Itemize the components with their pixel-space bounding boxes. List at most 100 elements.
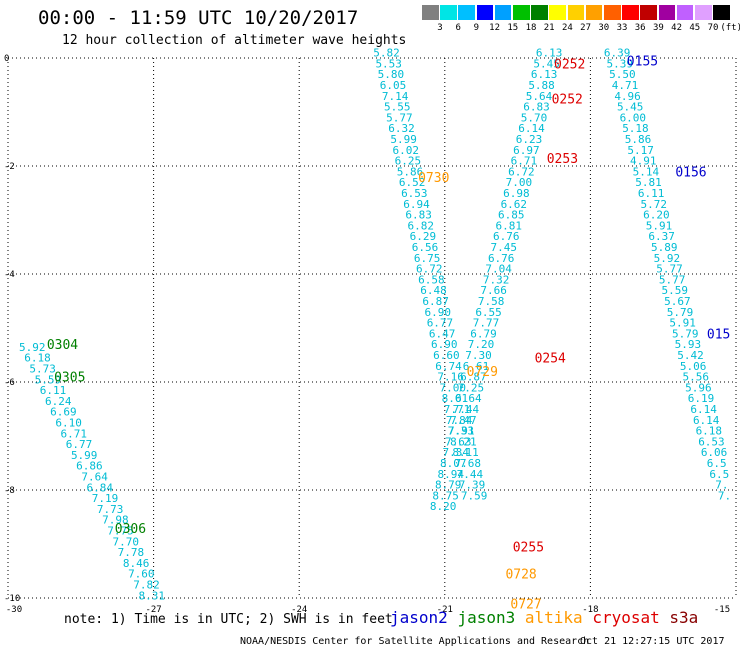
wave-height-value: 5.81: [635, 176, 662, 189]
wave-height-value: 6.72: [508, 165, 535, 178]
wave-height-value: 7.: [718, 489, 731, 502]
wave-height-value: 7.04: [485, 263, 512, 276]
wave-height-value: 5.80: [378, 68, 405, 81]
wave-height-value: 6.11: [40, 384, 67, 397]
wave-height-value: 6.75: [414, 252, 441, 265]
wave-height-value: 7.25: [458, 381, 485, 394]
wave-height-value: 5.45: [617, 101, 644, 114]
wave-height-value: 6.14: [693, 414, 720, 427]
wave-height-value: 7.34: [443, 446, 470, 459]
wave-height-value: 6.71: [511, 155, 538, 168]
wave-height-value: 5.89: [651, 241, 678, 254]
wave-height-value: 7.68: [454, 457, 481, 470]
legend-label: 45: [689, 23, 701, 33]
wave-height-value: 7.19: [92, 492, 119, 505]
wave-height-value: 6.85: [498, 209, 525, 222]
wave-height-value: 7.84: [446, 414, 473, 427]
wave-height-value: 6.76: [488, 252, 515, 265]
legend-swatch: [513, 5, 530, 20]
wave-height-value: 7.77: [473, 317, 500, 330]
legend-swatch: [422, 5, 439, 20]
wave-height-value: 7.78: [118, 546, 145, 559]
wave-height-value: 7.20: [468, 338, 495, 351]
track-jason2-track: 6.395.395.504.714.965.456.005.185.865.17…: [604, 47, 731, 503]
pass-label: 015: [707, 327, 730, 342]
legend-swatch: [604, 5, 621, 20]
wave-height-value: 8.11: [452, 446, 479, 459]
wave-height-value: 6.64: [455, 392, 482, 405]
wave-height-value: 5.56: [682, 371, 709, 384]
wave-height-value: 8.94: [437, 468, 464, 481]
legend-swatch: [531, 5, 548, 20]
legend-swatch: [549, 5, 566, 20]
wave-height-value: 6.74: [435, 360, 462, 373]
wave-height-value: 6.98: [503, 187, 530, 200]
wave-height-value: 5.45: [533, 57, 560, 70]
legend-swatch: [458, 5, 475, 20]
wave-height-value: 6.83: [523, 101, 550, 114]
wave-height-value: 6.25: [395, 155, 422, 168]
legend-swatch: [567, 5, 585, 20]
legend-label: 24: [561, 23, 573, 33]
pass-label: 0304: [47, 338, 78, 353]
wave-height-value: 7.14: [382, 90, 409, 103]
wave-height-value: 6.87: [460, 371, 487, 384]
wave-height-value: 5.73: [29, 363, 56, 376]
wave-height-value: 6.53: [698, 435, 725, 448]
wave-height-value: 7.91: [448, 425, 475, 438]
wave-height-value: 6.18: [24, 352, 51, 365]
wave-height-value: 5.17: [627, 144, 654, 157]
wave-height-value: 5.72: [641, 198, 668, 211]
wave-height-value: 5.86: [625, 133, 652, 146]
wave-height-value: 7.64: [81, 471, 108, 484]
y-tick-label: -6: [4, 378, 15, 388]
wave-height-value: 7.59: [461, 489, 488, 502]
pass-label: 0254: [535, 352, 566, 367]
wave-height-value: 6.90: [431, 338, 458, 351]
x-tick-label: -15: [714, 605, 730, 615]
wave-height-value: 6.24: [45, 395, 72, 408]
wave-height-value: 6.02: [393, 144, 420, 157]
x-tick-label: -30: [6, 605, 22, 615]
legend-swatch: [494, 5, 512, 20]
wave-height-value: 4.96: [614, 90, 641, 103]
wave-height-value: 6.77: [66, 438, 93, 451]
track-altika-track: 5.825.535.806.057.145.555.776.325.996.02…: [373, 47, 487, 503]
wave-height-value: 7.66: [480, 284, 507, 297]
wave-height-value: 7.60: [128, 568, 155, 581]
wave-height-value: 5.79: [667, 306, 694, 319]
wave-height-value: 7.44: [453, 403, 480, 416]
wave-height-value: 6.87: [422, 295, 449, 308]
legend-label: 6: [455, 23, 461, 33]
wave-height-value: 5.18: [622, 122, 649, 135]
altimeter-tracks: 5.926.185.735.596.116.246.696.106.716.77…: [19, 47, 731, 603]
pass-label: 0252: [552, 93, 583, 108]
satellite-altika: altika: [524, 608, 593, 627]
wave-height-value: 6.86: [76, 460, 103, 473]
y-tick-label: 0: [4, 54, 9, 64]
satellite-s3a: s3a: [669, 608, 699, 627]
wave-height-value: 6.13: [536, 47, 563, 60]
wave-height-value: 5.77: [386, 111, 413, 124]
wave-height-value: 6.10: [55, 417, 82, 430]
wave-height-value: 6.83: [405, 209, 432, 222]
wave-height-value: 6.69: [50, 406, 77, 419]
wave-height-value: 5.77: [659, 273, 686, 286]
wave-height-value: 6.13: [531, 68, 558, 81]
pass-label: 0728: [505, 568, 536, 583]
wave-height-value: 8.79: [435, 479, 462, 492]
pass-label: 0155: [627, 55, 658, 70]
wave-height-value: 5.55: [384, 101, 411, 114]
x-tick-label: -21: [437, 605, 453, 615]
satellite-legend: jason2 jason3 altika cryosat s3a: [390, 608, 698, 627]
wave-height-value: 8.75: [432, 489, 459, 502]
wave-height-value: 5.42: [677, 349, 704, 362]
legend-label: 70: [707, 23, 719, 33]
legend-label: (ft): [720, 23, 740, 33]
wave-height-value: 8.21: [450, 435, 477, 448]
wave-height-value: 5.50: [609, 68, 636, 81]
wave-height-value: 5.91: [646, 219, 673, 232]
lat-lon-grid: [7, 57, 737, 599]
wave-height-value: 6.00: [620, 111, 647, 124]
wave-height-value: 5.59: [662, 284, 689, 297]
